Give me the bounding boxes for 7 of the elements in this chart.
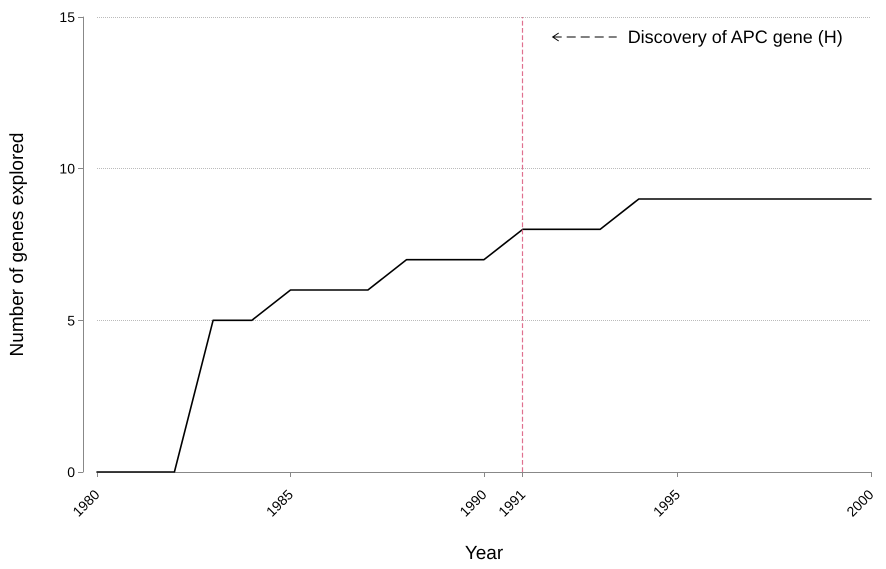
y-tick-label: 10	[59, 160, 76, 177]
y-tick-label: 5	[67, 312, 76, 328]
x-axis-title: Year	[464, 543, 504, 564]
y-tick-label: 0	[67, 464, 76, 480]
y-axis-title: Number of genes explored	[7, 132, 28, 356]
annotation: Discovery of APC gene (H)	[628, 27, 843, 47]
y-tick-label: 15	[59, 9, 76, 25]
